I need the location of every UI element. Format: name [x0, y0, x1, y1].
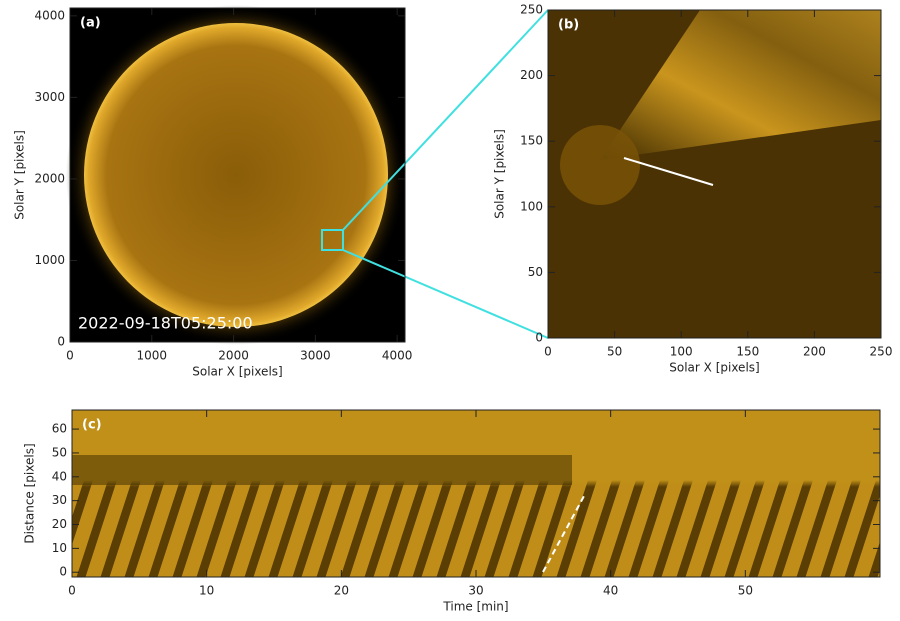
x-tick-label: 50 — [738, 584, 753, 598]
panel-b-image — [548, 10, 881, 338]
y-tick-label: 150 — [520, 134, 543, 148]
y-tick-label: 40 — [52, 469, 67, 483]
y-tick-label: 2000 — [34, 171, 65, 185]
y-tick-label: 20 — [52, 517, 67, 531]
panel-label: (c) — [82, 418, 102, 433]
x-tick-label: 2000 — [218, 349, 249, 363]
x-axis-title: Solar X [pixels] — [192, 365, 282, 379]
y-tick-label: 60 — [52, 422, 67, 436]
x-tick-label: 150 — [736, 345, 759, 359]
x-tick-label: 20 — [334, 584, 349, 598]
y-tick-label: 4000 — [34, 8, 65, 22]
y-axis-title: Distance [pixels] — [23, 443, 37, 543]
y-axis-title: Solar Y [pixels] — [13, 130, 27, 220]
y-tick-label: 0 — [57, 335, 65, 349]
x-axis-title: Solar X [pixels] — [669, 361, 759, 375]
x-tick-label: 3000 — [300, 349, 331, 363]
panel-label: (b) — [558, 18, 579, 33]
x-tick-label: 30 — [468, 584, 483, 598]
x-tick-label: 200 — [803, 345, 826, 359]
y-axis-title: Solar Y [pixels] — [493, 129, 507, 219]
x-tick-label: 1000 — [137, 349, 168, 363]
x-axis-title: Time [min] — [442, 600, 508, 614]
timestamp: 2022-09-18T05:25:00 — [78, 314, 253, 333]
y-tick-label: 30 — [52, 493, 67, 507]
y-tick-label: 50 — [528, 265, 543, 279]
panel-label: (a) — [80, 16, 101, 31]
x-tick-label: 10 — [199, 584, 214, 598]
panel-c-image — [72, 410, 880, 577]
x-tick-label: 40 — [603, 584, 618, 598]
panel-a-image — [66, 5, 406, 345]
x-tick-label: 250 — [870, 345, 893, 359]
figure: 0100020003000400001000200030004000Solar … — [0, 0, 900, 621]
y-tick-label: 200 — [520, 68, 543, 82]
y-tick-label: 50 — [52, 445, 67, 459]
x-tick-label: 4000 — [382, 349, 413, 363]
x-tick-label: 0 — [68, 584, 76, 598]
y-tick-label: 100 — [520, 199, 543, 213]
x-tick-label: 50 — [607, 345, 622, 359]
y-tick-label: 250 — [520, 3, 543, 17]
y-tick-label: 3000 — [34, 90, 65, 104]
y-tick-label: 1000 — [34, 253, 65, 267]
y-tick-label: 10 — [52, 541, 67, 555]
y-tick-label: 0 — [535, 331, 543, 345]
x-tick-label: 0 — [66, 349, 74, 363]
y-tick-label: 0 — [59, 565, 67, 579]
x-tick-label: 0 — [544, 345, 552, 359]
x-tick-label: 100 — [670, 345, 693, 359]
